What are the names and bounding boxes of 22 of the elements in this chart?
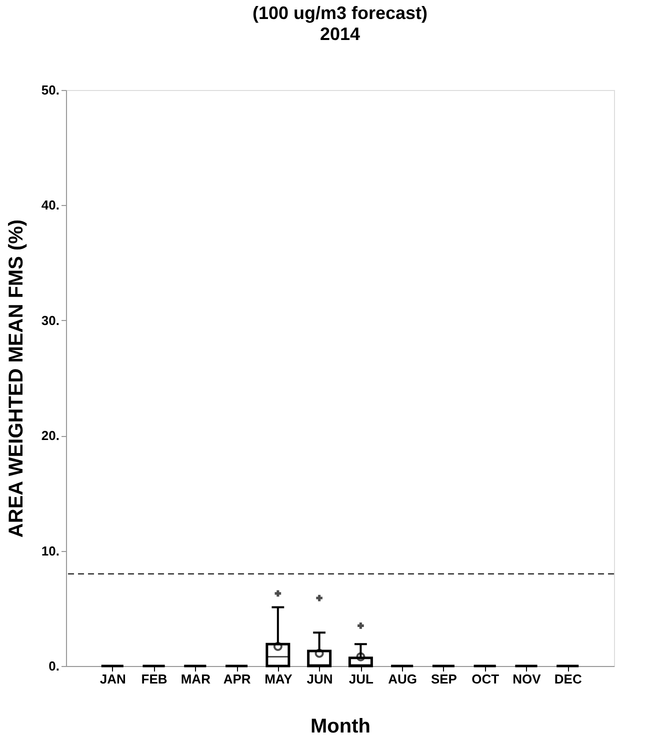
x-tick-label: OCT: [472, 672, 500, 686]
y-tick-label: 0.: [48, 658, 60, 674]
x-tick-label: JUL: [348, 672, 374, 686]
x-tick-label: MAY: [264, 672, 293, 686]
x-tick-label: MAR: [180, 672, 212, 686]
x-tick-label: AUG: [388, 672, 418, 686]
y-tick-label: 30.: [41, 312, 60, 328]
x-tick-label: APR: [223, 672, 252, 686]
y-tick-label: 20.: [41, 428, 60, 444]
x-axis-title: Month: [310, 716, 370, 738]
y-axis-title: AREA WEIGHTED MEAN FMS (%): [5, 219, 28, 538]
x-tick-label: NOV: [512, 672, 542, 686]
x-tick-label: JUN: [306, 672, 333, 686]
y-tick-label: 10.: [41, 543, 60, 558]
x-tick-label: DEC: [554, 672, 582, 686]
y-tick-label: 40.: [41, 198, 60, 213]
chart-title: (100 ug/m3 forecast): [252, 3, 428, 23]
x-tick-label: FEB: [141, 672, 168, 686]
x-tick-label: SEP: [430, 672, 458, 686]
y-tick-label: 50.: [41, 82, 60, 98]
x-tick-label: JAN: [100, 672, 126, 686]
chart-subtitle: 2014: [320, 24, 360, 44]
